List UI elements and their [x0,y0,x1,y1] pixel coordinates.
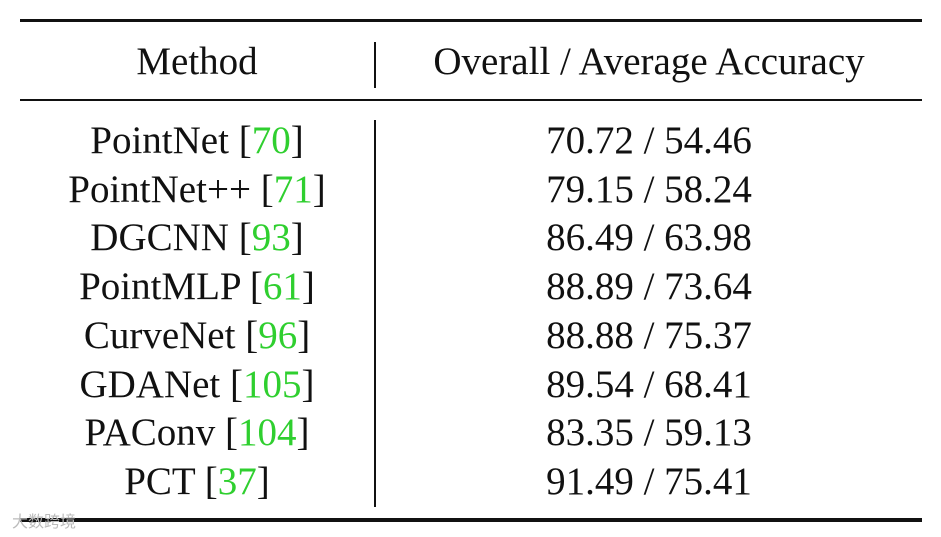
citation: 105 [243,362,302,406]
bracket: [ [260,167,274,211]
method-cell: PointNet++ [71] [20,166,374,214]
method-cell: GDANet [105] [20,361,374,409]
citation: 37 [217,459,257,503]
bracket: [ [249,265,263,309]
method-cell: PCT [37] [20,458,374,506]
column-divider [374,42,376,88]
bracket: [ [238,119,252,162]
citation: 70 [251,119,291,162]
header-rule [20,99,922,101]
accuracy-cell: 89.54 / 68.41 [546,362,752,406]
accuracy-cell: 79.15 / 58.24 [546,167,752,211]
method-name: PCT [124,459,196,503]
column-divider [374,120,376,507]
bracket: [ [204,459,218,503]
top-rule [20,19,922,22]
method-name: GDANet [79,362,221,406]
bracket: ] [290,216,304,260]
method-cell: PointNet [70] [20,117,374,165]
method-name: PointNet++ [68,167,251,211]
method-cell: DGCNN [93] [20,214,374,262]
method-name: DGCNN [90,216,229,260]
accuracy-cell: 91.49 / 75.41 [546,459,752,503]
header-cell: Method [136,40,258,83]
method-name: PointMLP [79,265,241,309]
bracket: ] [297,313,311,357]
bracket: ] [301,362,315,406]
citation: 104 [238,411,297,455]
citation: 93 [251,216,291,260]
method-name: CurveNet [83,313,236,357]
accuracy-cell: 83.35 / 59.13 [546,411,752,455]
citation: 96 [258,313,298,357]
method-cell: CurveNet [96] [20,312,374,360]
watermark: 大数跨境 [12,512,77,531]
bracket: ] [296,411,310,455]
bracket: ] [312,167,326,211]
bracket: [ [230,362,244,406]
accuracy-cell: 88.88 / 75.37 [546,313,752,357]
header-cell: Overall / Average Accuracy [433,40,865,83]
bracket: ] [290,119,304,162]
method-cell: PointMLP [61] [20,263,374,311]
citation: 61 [262,265,302,309]
accuracy-cell: 70.72 / 54.46 [546,119,752,162]
bracket: ] [301,265,315,309]
bracket: [ [245,313,259,357]
method-name: PAConv [84,411,216,455]
bottom-rule [20,518,922,522]
method-cell: PAConv [104] [20,409,374,457]
bracket: ] [256,459,270,503]
citation: 71 [273,167,313,211]
accuracy-cell: 88.89 / 73.64 [546,265,752,309]
bracket: [ [238,216,252,260]
method-name: PointNet [90,119,229,162]
accuracy-cell: 86.49 / 63.98 [546,216,752,260]
bracket: [ [225,411,239,455]
